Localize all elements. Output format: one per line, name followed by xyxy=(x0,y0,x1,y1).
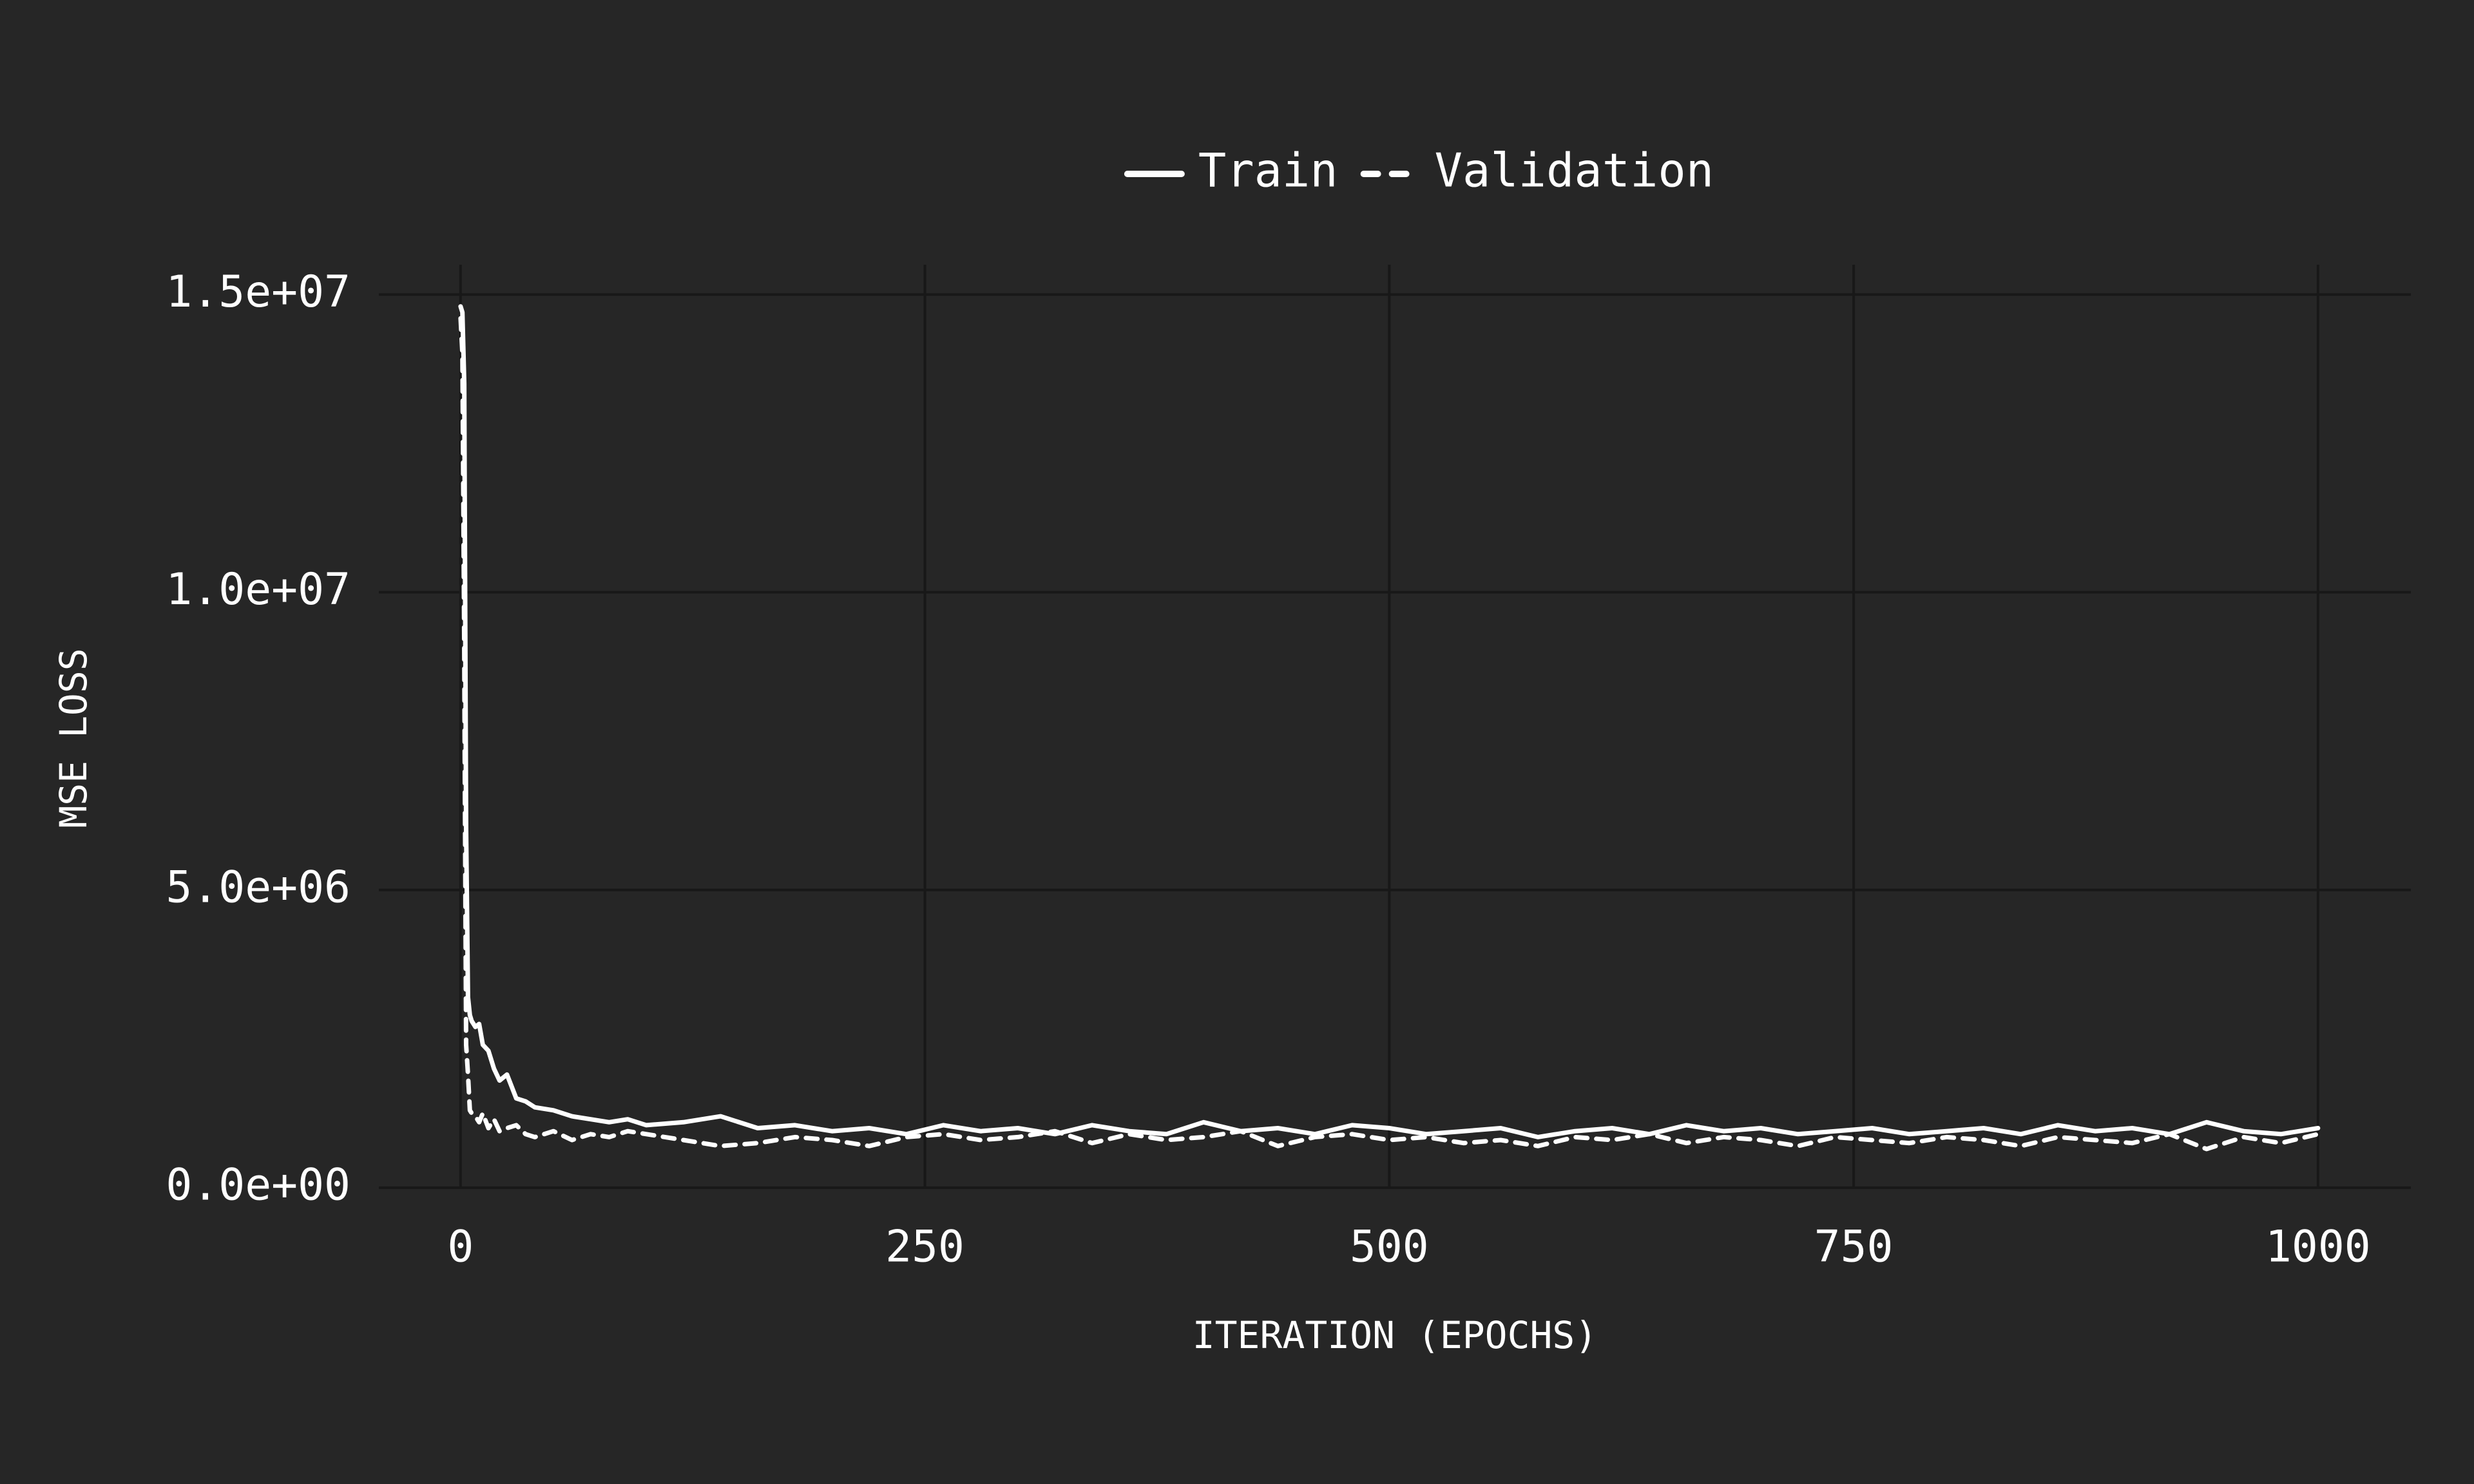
x-tick-label: 0 xyxy=(447,1222,474,1273)
x-tick-label: 500 xyxy=(1350,1222,1429,1273)
x-tick-label: 750 xyxy=(1814,1222,1894,1273)
line-series xyxy=(458,304,2321,1139)
legend: Train Validation xyxy=(1124,144,1714,198)
y-tick-label: 1.5e+07 xyxy=(166,267,350,318)
y-tick-label: 1.0e+07 xyxy=(166,564,350,615)
x-tick-label: 1000 xyxy=(2265,1222,2371,1273)
x-axis-title: ITERATION (EPOCHS) xyxy=(1193,1313,1598,1357)
y-axis-title: MSE LOSS xyxy=(52,648,95,828)
y-tick-label: 0.0e+00 xyxy=(166,1160,350,1211)
x-tick-label: 250 xyxy=(885,1222,964,1273)
legend-label: Train xyxy=(1198,144,1338,198)
line-series xyxy=(458,316,2321,1152)
legend-label: Validation xyxy=(1435,144,1714,198)
y-tick-label: 5.0e+06 xyxy=(166,862,350,913)
